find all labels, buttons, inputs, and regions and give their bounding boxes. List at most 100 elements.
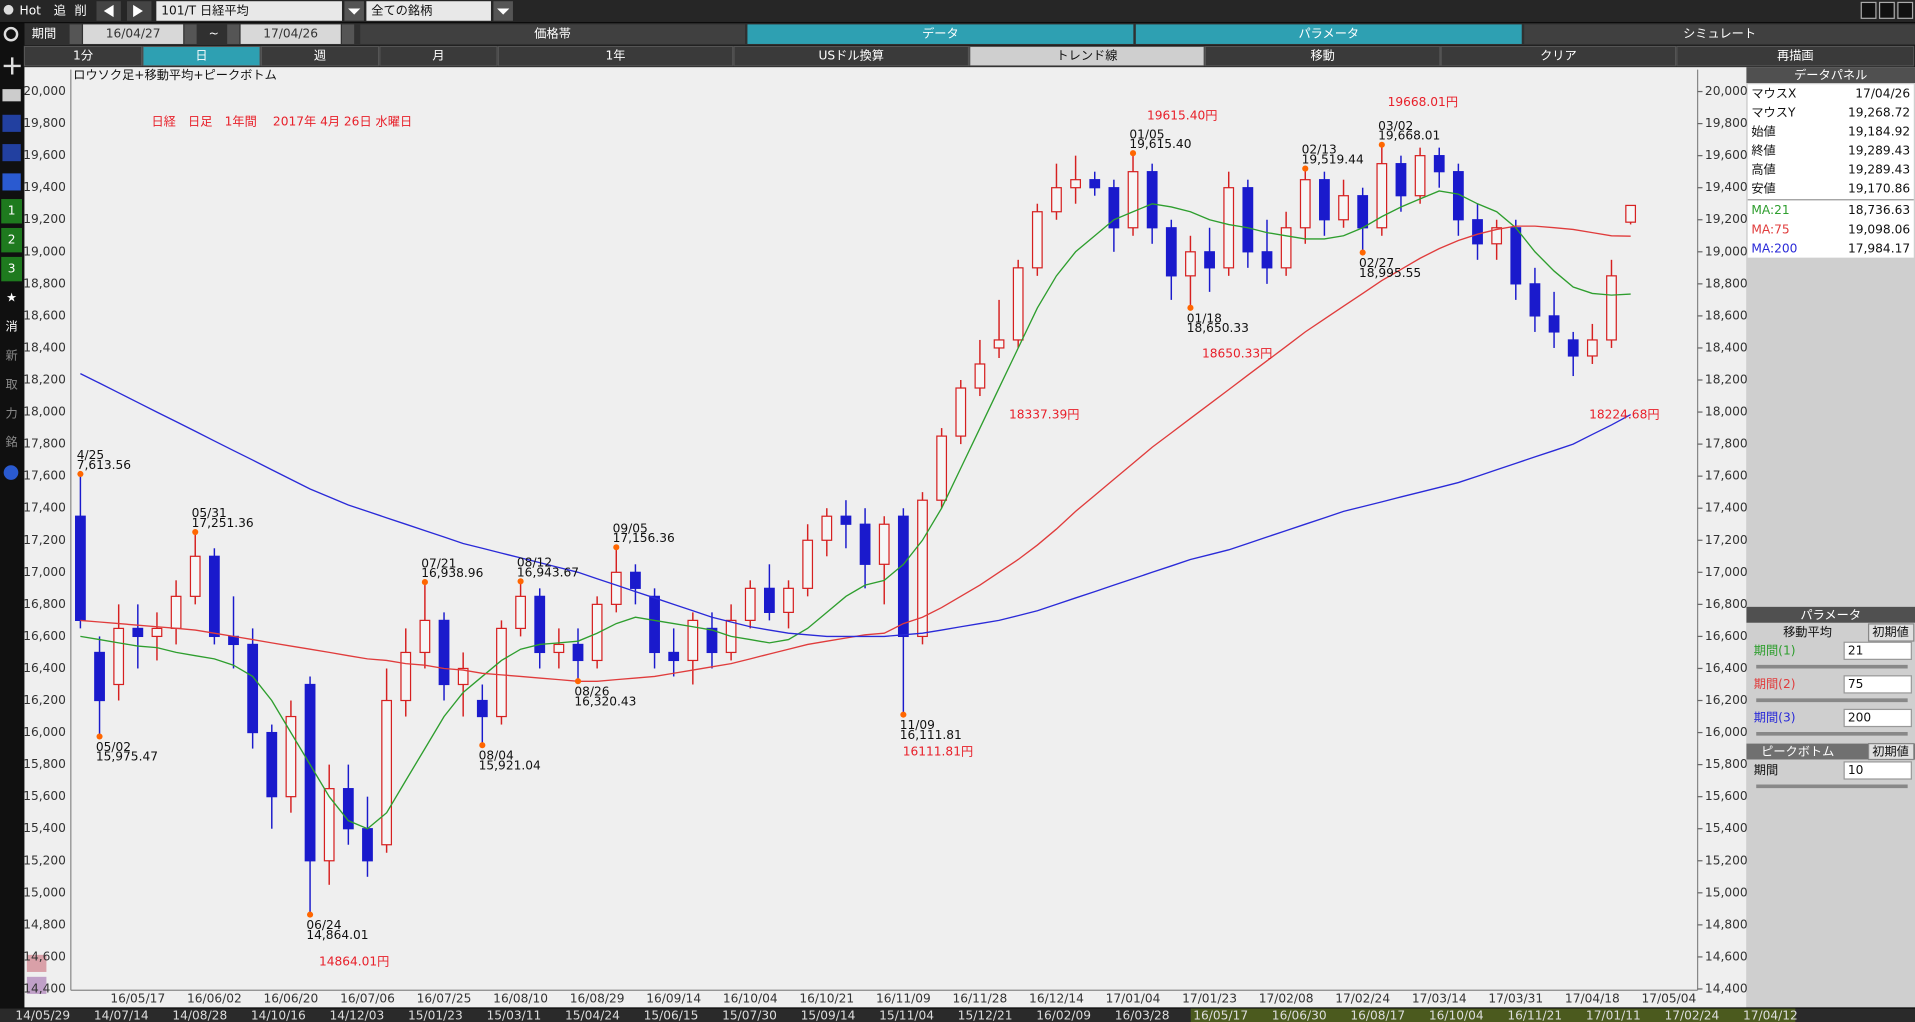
maximize-button[interactable] (1878, 1, 1895, 19)
param-input[interactable] (1843, 641, 1912, 660)
period-label: 月 (432, 49, 444, 63)
close-button[interactable] (1897, 1, 1914, 19)
scroller-date: 17/04/12 (1743, 1008, 1798, 1022)
period-button[interactable] (23, 45, 143, 67)
add-icon[interactable] (3, 57, 21, 75)
x-tick-label: 17/02/24 (1335, 991, 1390, 1005)
period-button[interactable] (1676, 45, 1915, 67)
peak-marker (613, 544, 620, 551)
peak-date: 05/02 (96, 740, 131, 754)
y-tick-label: 19,800 (23, 116, 66, 130)
tab[interactable] (360, 24, 745, 44)
flag-icon[interactable] (2, 173, 21, 191)
y-tick-label-right: 18,600 (1705, 308, 1748, 322)
candle-body (1452, 171, 1464, 221)
tab[interactable] (747, 24, 1134, 44)
to-prev[interactable] (227, 24, 240, 44)
scroller-window[interactable] (1190, 1008, 1796, 1022)
symbol-name: 101/T 日経平均 (161, 3, 249, 17)
settings-icon[interactable] (3, 465, 19, 480)
peak-marker (1129, 150, 1137, 157)
param-input[interactable] (1843, 708, 1912, 728)
candle-body (94, 651, 105, 702)
candle-body (553, 643, 565, 654)
tool-icon[interactable] (26, 976, 47, 994)
candle-body (1108, 187, 1120, 229)
data-value: 19,289.43 (1848, 163, 1910, 177)
tab[interactable] (1524, 24, 1915, 44)
candle-body (1204, 251, 1215, 269)
candle-body (1338, 195, 1349, 221)
y-tick-label: 15,200 (23, 853, 66, 867)
candle-body (993, 339, 1005, 349)
period-button[interactable] (733, 45, 970, 67)
peak-value: 19,519.44 (1302, 153, 1364, 167)
side-icon-bg[interactable] (1, 256, 22, 282)
candle-body (1185, 251, 1196, 277)
y-tick-label: 18,200 (23, 373, 66, 387)
from-next[interactable] (184, 24, 197, 44)
scroller-date: 15/12/21 (958, 1008, 1013, 1022)
search-icon[interactable] (3, 26, 19, 42)
candle-body (1146, 171, 1158, 229)
period-label: 期間 (32, 27, 56, 41)
universe-name: 全ての銘柄 (371, 2, 432, 17)
candle-body (649, 595, 660, 654)
period-button[interactable] (260, 45, 380, 67)
scroller-date: 15/06/15 (644, 1008, 699, 1022)
candle-body (1606, 275, 1617, 341)
period-button[interactable] (1440, 45, 1677, 67)
reset-button[interactable] (1867, 623, 1915, 642)
candle-body (1491, 227, 1503, 245)
scroller-date: 14/12/03 (329, 1008, 384, 1022)
peak-date: 08/26 (574, 685, 609, 699)
param-input[interactable] (1843, 761, 1912, 780)
to-next[interactable] (341, 24, 355, 44)
reset-button[interactable] (1867, 742, 1915, 761)
candle-body (1357, 195, 1369, 229)
period-button[interactable] (142, 45, 261, 67)
tool-icon[interactable] (26, 954, 47, 972)
chart-icon[interactable] (2, 144, 21, 162)
bulb-icon[interactable] (3, 4, 14, 15)
y-tick-label-right: 15,200 (1705, 853, 1748, 867)
period-button[interactable] (379, 45, 498, 67)
to-box[interactable] (240, 24, 341, 44)
tab[interactable] (1135, 24, 1522, 44)
side-icon-bg[interactable] (1, 227, 22, 253)
from-prev[interactable] (69, 24, 82, 44)
callout: 16111.81円 (903, 745, 973, 759)
symbol-box[interactable] (156, 1, 342, 21)
candle-body (572, 643, 584, 662)
side-icon-bg[interactable] (1, 199, 22, 224)
period-button[interactable] (969, 45, 1205, 67)
peak-value: 19,668.01 (1378, 129, 1440, 143)
side-icon: ★ (6, 291, 17, 305)
x-tick-label: 16/05/17 (110, 991, 165, 1005)
period-label: クリア (1540, 49, 1577, 63)
param-input[interactable] (1843, 675, 1912, 694)
minimize-button[interactable] (1860, 1, 1877, 19)
from-box[interactable] (83, 24, 184, 44)
candle-body (687, 619, 699, 662)
y-tick-label-right: 17,000 (1705, 565, 1748, 579)
period-button[interactable] (1204, 45, 1441, 67)
universe-box[interactable] (366, 1, 491, 21)
data-table (1747, 84, 1914, 258)
y-tick-label-right: 14,600 (1705, 949, 1748, 963)
chart-icon[interactable] (2, 114, 21, 132)
param-label: 期間(1) (1754, 643, 1796, 657)
candle-body (496, 627, 507, 718)
period-label: 1分 (73, 49, 93, 63)
candle-body (400, 651, 412, 702)
candle-body (381, 699, 393, 846)
y-tick-label-right: 17,600 (1705, 469, 1748, 483)
period-button[interactable] (497, 45, 734, 67)
candle-body (285, 715, 297, 798)
y-tick-label: 16,600 (23, 629, 66, 643)
camera-icon[interactable] (2, 89, 21, 102)
candle-body (802, 539, 814, 589)
candle-body (534, 595, 546, 654)
y-tick-label: 18,400 (23, 340, 66, 354)
y-tick-label: 15,800 (23, 757, 66, 771)
